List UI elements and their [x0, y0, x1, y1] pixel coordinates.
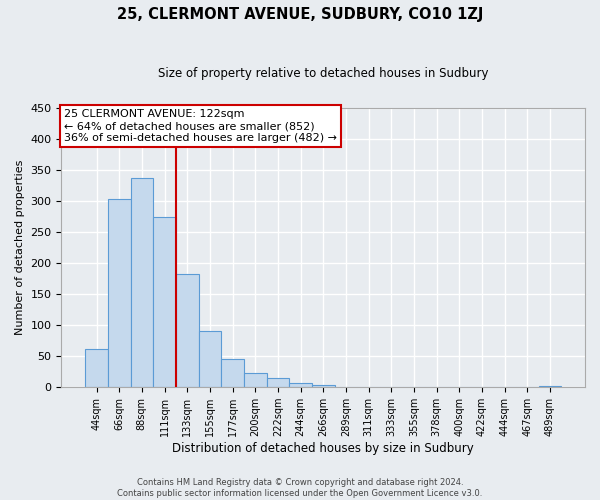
Bar	[539, 386, 561, 387]
Bar	[131, 178, 153, 387]
Text: Contains HM Land Registry data © Crown copyright and database right 2024.
Contai: Contains HM Land Registry data © Crown c…	[118, 478, 482, 498]
Text: 25 CLERMONT AVENUE: 122sqm
← 64% of detached houses are smaller (852)
36% of sem: 25 CLERMONT AVENUE: 122sqm ← 64% of deta…	[64, 110, 337, 142]
Bar	[357, 386, 380, 387]
Bar	[85, 349, 108, 387]
Bar	[199, 332, 221, 387]
Bar	[335, 386, 357, 387]
Y-axis label: Number of detached properties: Number of detached properties	[15, 160, 25, 336]
X-axis label: Distribution of detached houses by size in Sudbury: Distribution of detached houses by size …	[172, 442, 474, 455]
Bar	[312, 386, 335, 387]
Bar	[244, 373, 266, 387]
Bar	[266, 378, 289, 387]
Bar	[153, 216, 176, 387]
Bar	[221, 360, 244, 387]
Bar	[289, 383, 312, 387]
Bar	[176, 274, 199, 387]
Bar	[108, 199, 131, 387]
Title: Size of property relative to detached houses in Sudbury: Size of property relative to detached ho…	[158, 68, 488, 80]
Text: 25, CLERMONT AVENUE, SUDBURY, CO10 1ZJ: 25, CLERMONT AVENUE, SUDBURY, CO10 1ZJ	[117, 8, 483, 22]
Bar	[493, 386, 516, 387]
